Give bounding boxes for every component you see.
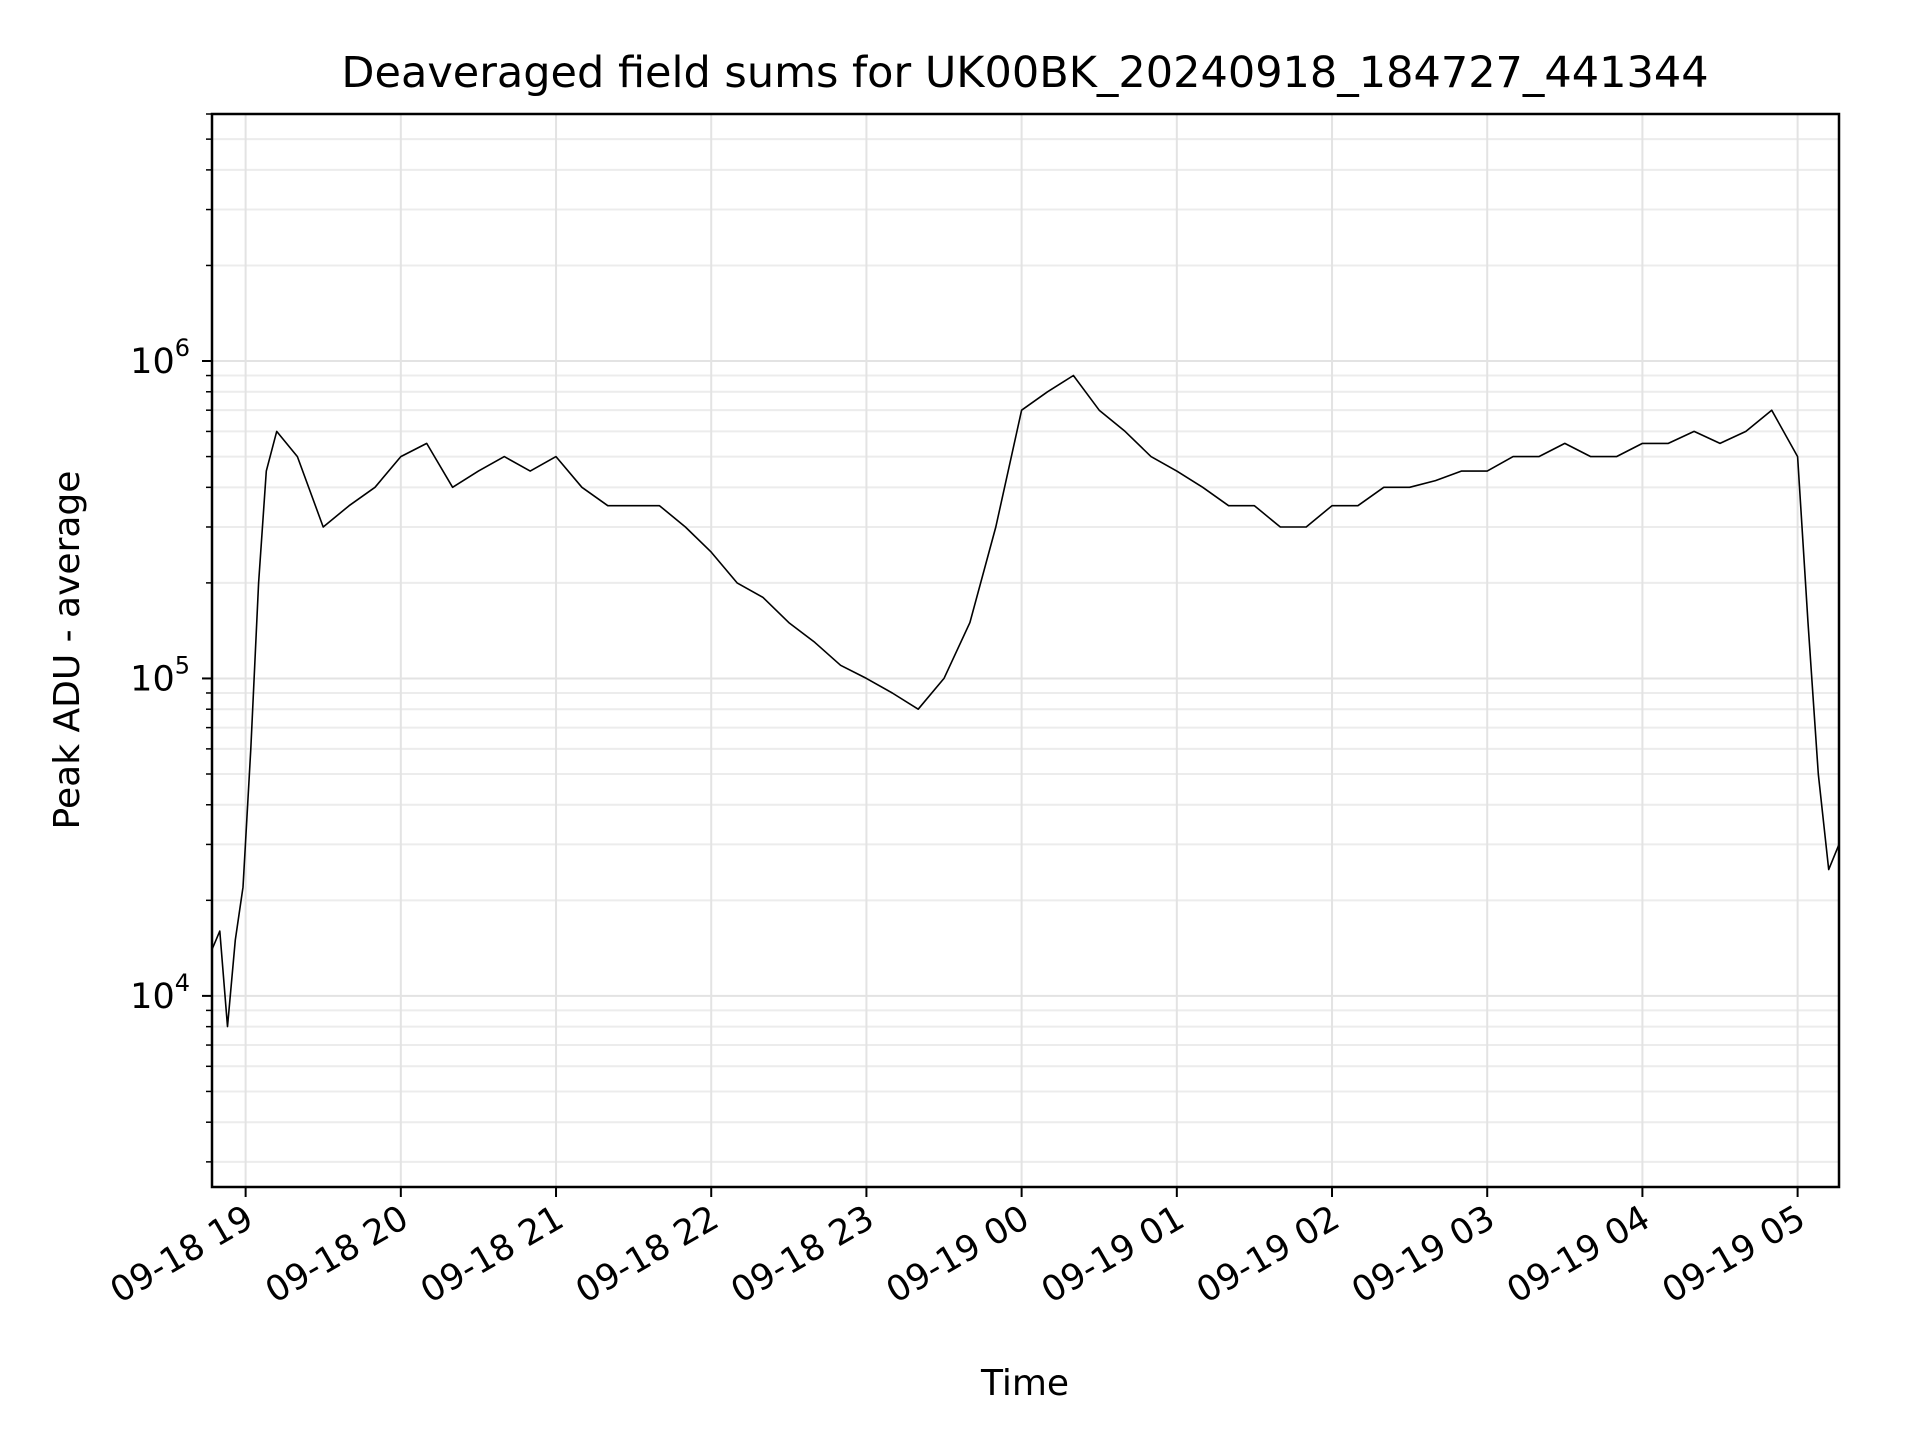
y-tick-label: 104	[130, 969, 190, 1017]
grid	[212, 113, 1839, 1187]
y-axis: 104 105 106	[130, 113, 212, 1163]
plot-frame	[210, 112, 1841, 1189]
y-axis-label: Peak ADU - average	[47, 471, 88, 830]
series-layer	[211, 374, 1840, 1028]
series-line	[211, 374, 1840, 1028]
y-tick-label: 106	[130, 334, 190, 382]
chart-title: Deaveraged field sums for UK00BK_2024091…	[341, 48, 1708, 98]
y-tick-label: 105	[130, 651, 190, 699]
x-axis-label: Time	[980, 1363, 1069, 1404]
